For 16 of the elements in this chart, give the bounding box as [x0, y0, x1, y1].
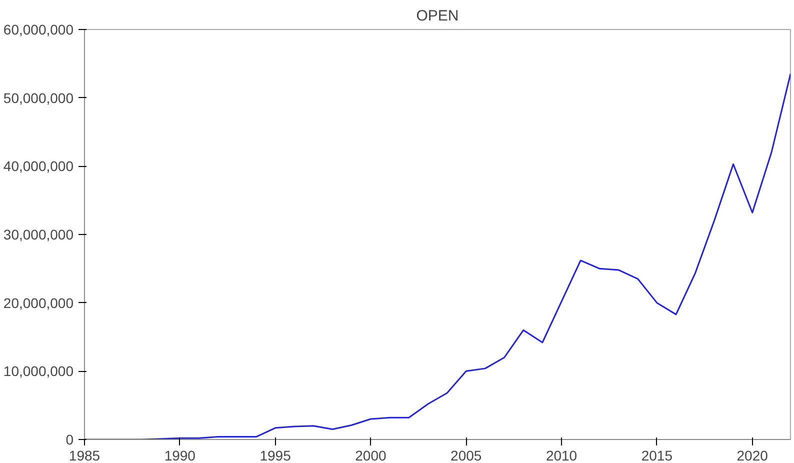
y-tick-label: 10,000,000 [3, 363, 74, 380]
x-tick-label: 1990 [164, 448, 196, 463]
x-tick-label: 2020 [736, 448, 768, 463]
y-tick-label: 50,000,000 [3, 90, 74, 106]
x-tick-label: 2010 [546, 448, 578, 463]
x-tick-label: 2015 [641, 448, 673, 463]
y-tick-label: 60,000,000 [3, 22, 74, 38]
x-tick-label: 1995 [260, 448, 292, 463]
x-tick-label: 2005 [450, 448, 482, 463]
chart-title: OPEN [416, 8, 459, 24]
y-tick-label: 0 [66, 432, 74, 448]
y-tick-label: 30,000,000 [3, 226, 74, 242]
y-tick-label: 40,000,000 [3, 158, 74, 174]
x-tick-label: 2000 [355, 448, 386, 463]
x-tick-label: 1985 [68, 448, 100, 463]
y-tick-label: 20,000,000 [3, 294, 74, 311]
